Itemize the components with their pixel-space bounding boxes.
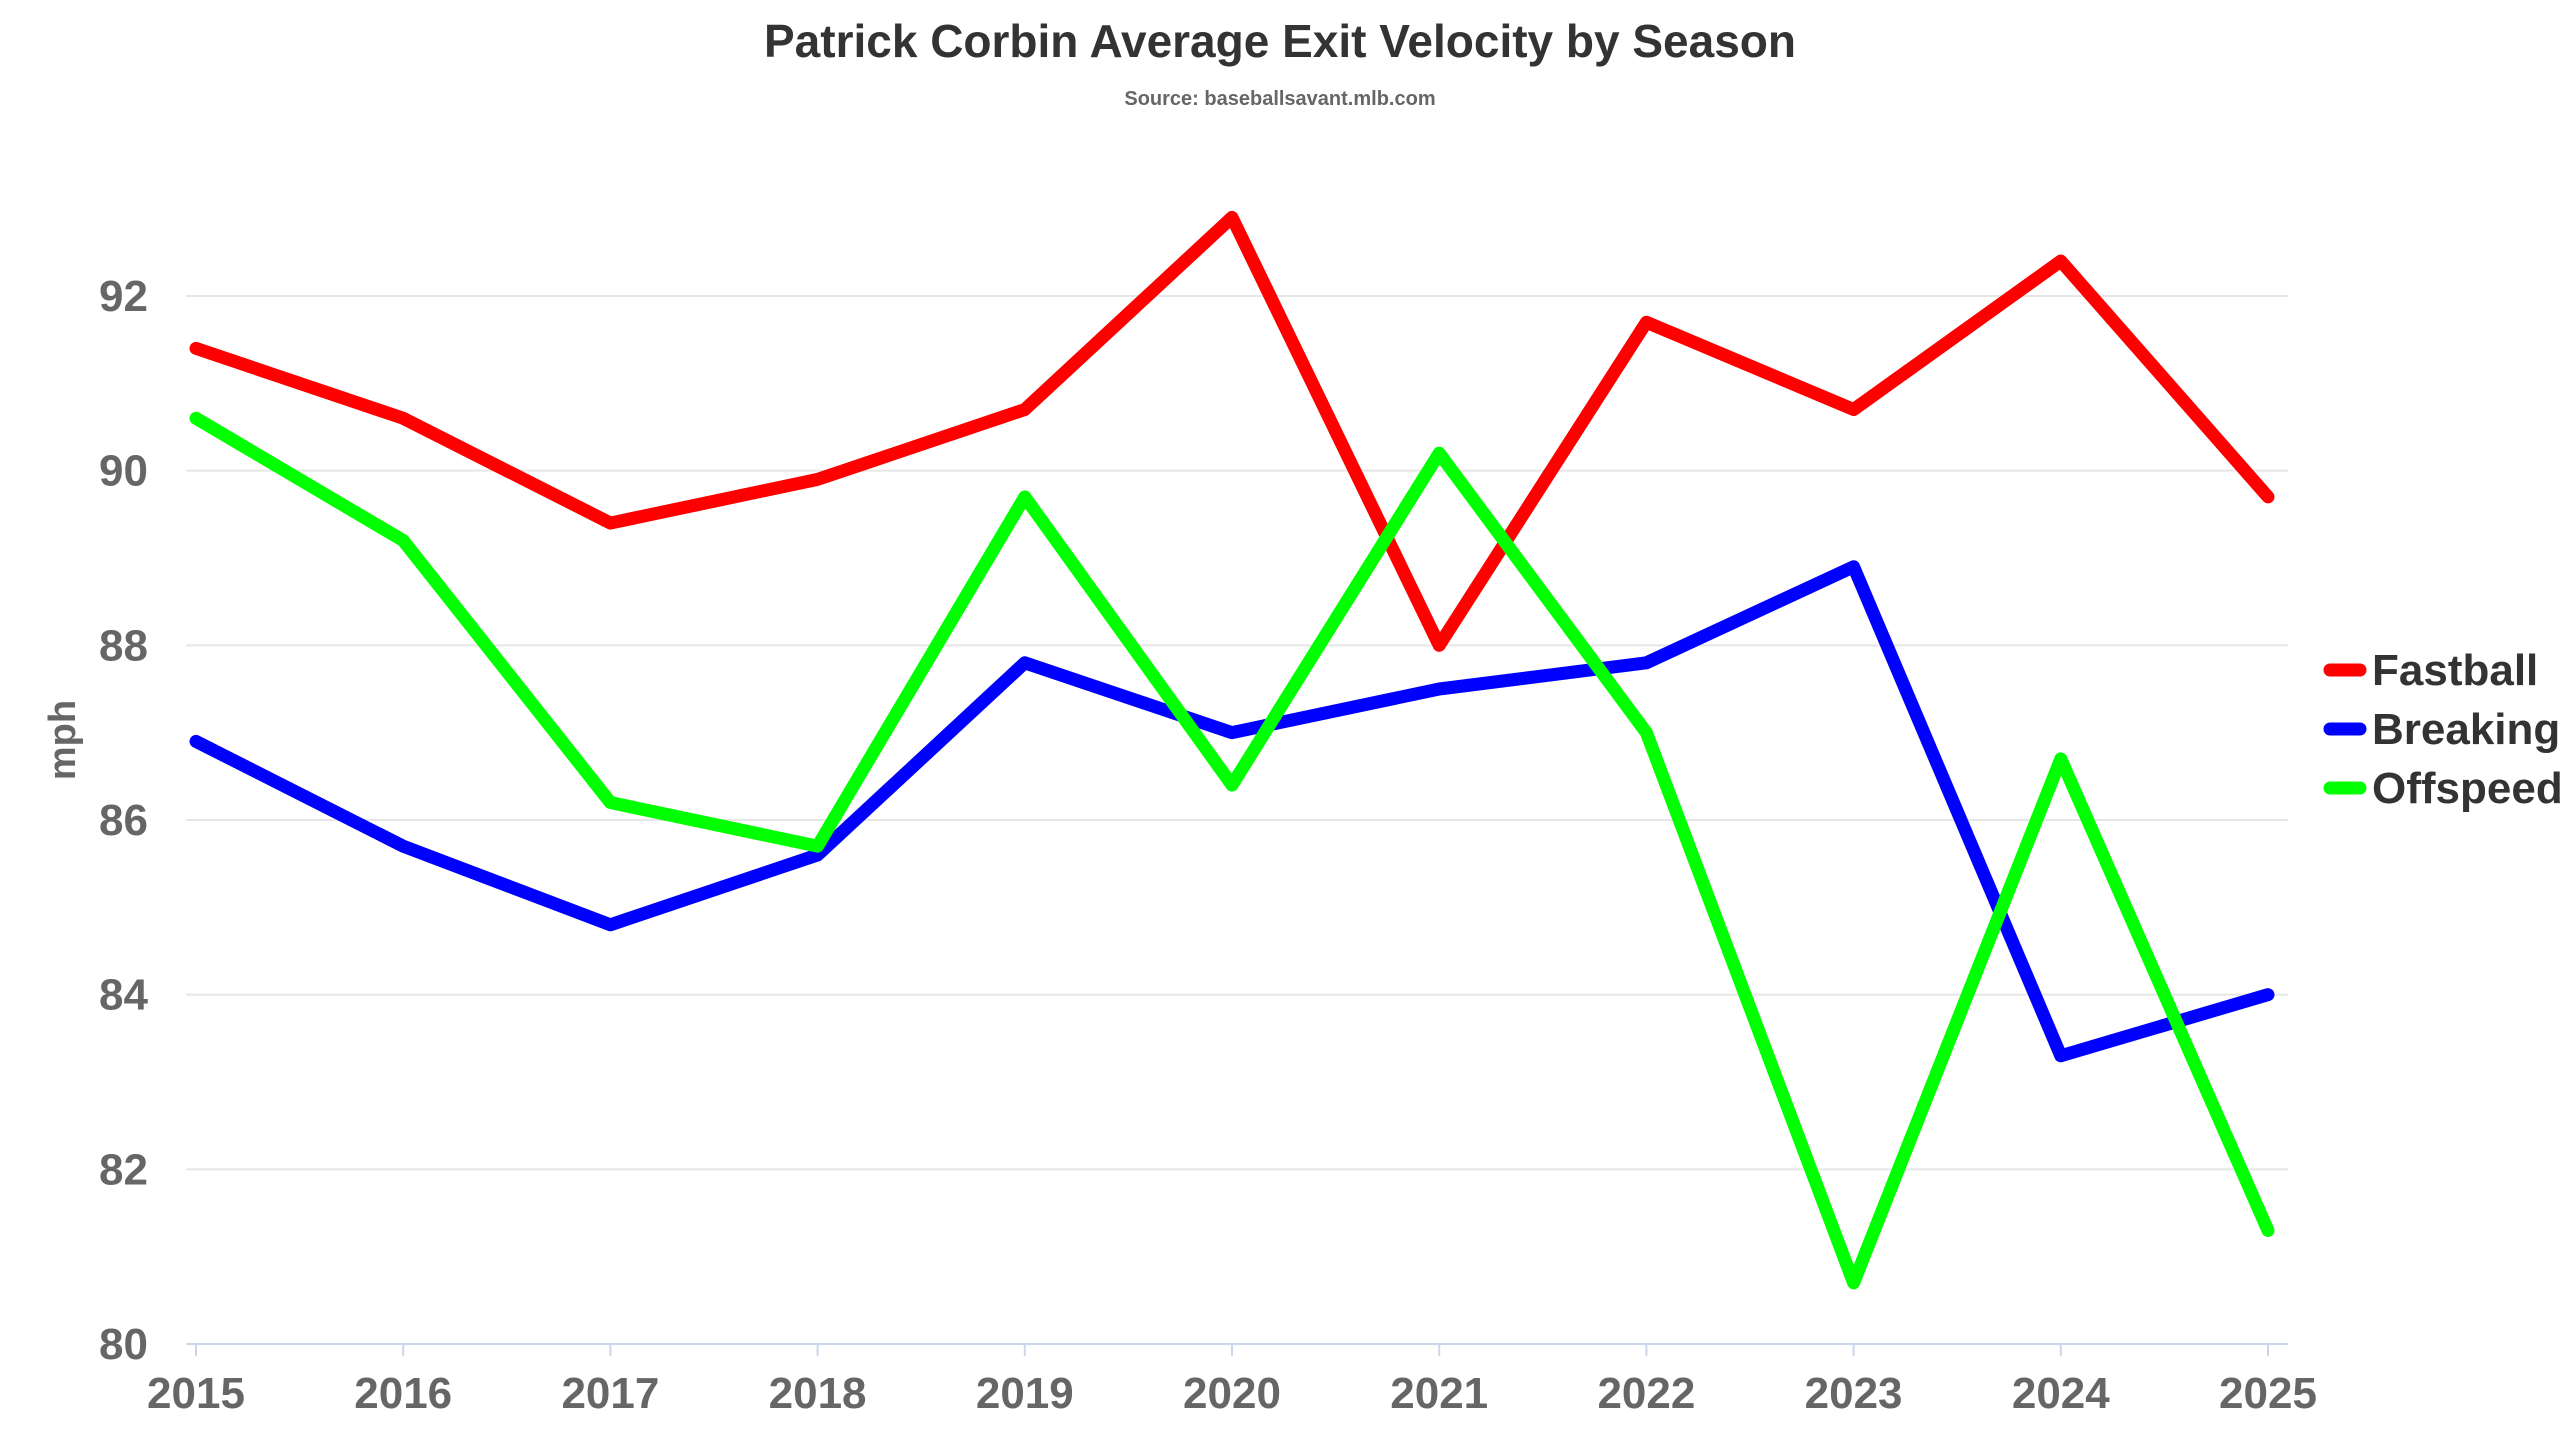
chart-title: Patrick Corbin Average Exit Velocity by …: [764, 15, 1796, 67]
x-tick-label: 2018: [769, 1369, 867, 1418]
y-axis-label: mph: [42, 700, 84, 780]
series-line-breaking: [189, 560, 2275, 1063]
y-tick-label: 82: [99, 1145, 148, 1194]
y-tick-label: 92: [99, 272, 148, 321]
x-axis-ticks: 2015 2016 2017 2018 2019 2020 2021 2022 2023 2024…: [147, 1344, 2317, 1418]
series-line-offspeed: [189, 411, 2275, 1290]
legend-item-offspeed[interactable]: Offspeed: [2323, 764, 2560, 813]
x-tick-label: 2023: [1805, 1369, 1903, 1418]
legend-label: Fastball: [2372, 646, 2538, 695]
y-tick-label: 88: [99, 621, 148, 670]
x-tick-label: 2017: [561, 1369, 659, 1418]
series-lines: [189, 210, 2275, 1290]
y-axis-ticks: 80 82 84 86 88 90 92: [99, 272, 148, 1369]
gridlines: [186, 295, 2288, 1345]
x-tick-label: 2021: [1390, 1369, 1488, 1418]
x-tick-label: 2020: [1183, 1369, 1281, 1418]
y-tick-label: 90: [99, 447, 148, 496]
series-line-fastball: [189, 210, 2275, 652]
chart-subtitle: Source: baseballsavant.mlb.com: [1124, 88, 1435, 110]
y-tick-label: 86: [99, 796, 148, 845]
x-tick-label: 2024: [2012, 1369, 2110, 1418]
legend-label: Breaking: [2372, 705, 2560, 754]
x-tick-label: 2015: [147, 1369, 245, 1418]
x-tick-label: 2016: [354, 1369, 452, 1418]
legend[interactable]: Fastball Breaking Offspeed: [2323, 646, 2560, 813]
legend-item-breaking[interactable]: Breaking: [2323, 705, 2560, 754]
x-tick-label: 2025: [2219, 1369, 2317, 1418]
legend-item-fastball[interactable]: Fastball: [2323, 646, 2538, 695]
y-tick-label: 84: [99, 971, 148, 1020]
y-tick-label: 80: [99, 1320, 148, 1369]
x-tick-label: 2022: [1597, 1369, 1695, 1418]
x-tick-label: 2019: [976, 1369, 1074, 1418]
legend-label: Offspeed: [2372, 764, 2560, 813]
